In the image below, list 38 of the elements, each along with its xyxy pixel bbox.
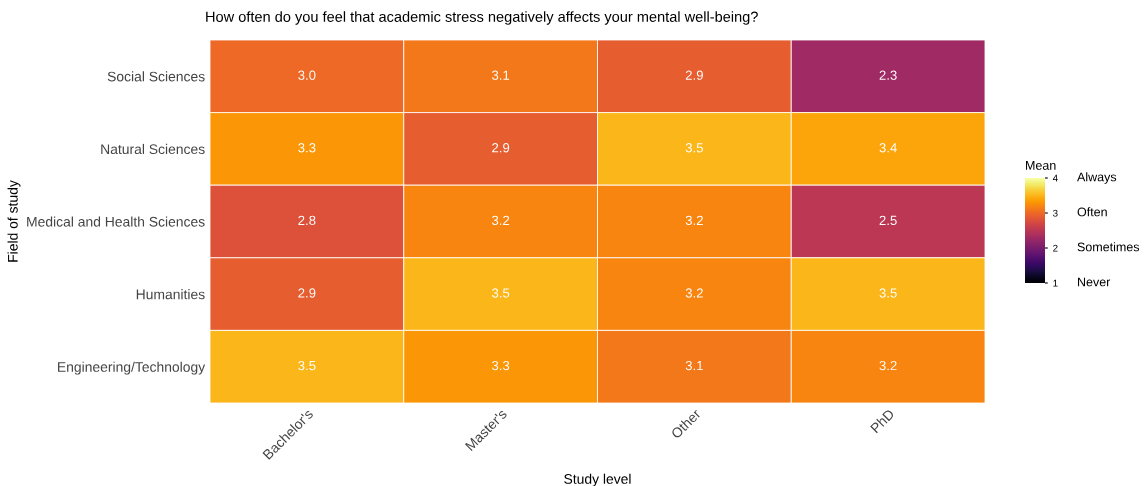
text: Sometimes	[1077, 242, 1140, 252]
data-label: 3.3	[491, 360, 510, 371]
x-axis-title: Study level	[564, 473, 631, 486]
color-bar-label: 2	[1053, 244, 1058, 252]
data-label: 2.9	[298, 288, 316, 298]
y-tick-label: Humanities	[136, 289, 205, 300]
data-label: 3.5	[298, 360, 316, 371]
data-label: 3.0	[298, 70, 316, 80]
text: Often	[1077, 207, 1107, 217]
data-label: 3.2	[879, 360, 897, 371]
y-tick-label: Natural Sciences	[101, 143, 205, 155]
color-bar-label: 4	[1052, 174, 1058, 182]
data-label: 3.2	[685, 288, 703, 298]
data-label: 3.4	[879, 143, 897, 153]
data-label: 2.5	[879, 215, 897, 226]
data-label: 3.1	[491, 70, 510, 80]
data-label: 2.9	[685, 70, 703, 80]
chart-title: How often do you feel that academic stress negatively affects your mental well-being?	[206, 11, 758, 25]
color-bar-label: 3	[1053, 209, 1058, 217]
data-label: 2.9	[492, 143, 510, 153]
y-axis-title: Field of study	[7, 180, 21, 262]
y-tick-label: Engineering/Technology	[58, 361, 206, 375]
data-label: 3.3	[298, 143, 316, 153]
data-label: 3.5	[491, 288, 510, 298]
color-bar-title: Mean	[1026, 161, 1056, 170]
y-tick-label: Medical and Health Sciences	[27, 216, 205, 227]
data-label: 2.8	[298, 215, 316, 226]
data-label: 3.2	[685, 215, 703, 226]
data-label: 3.5	[685, 143, 703, 153]
x-tick-label: PhD	[869, 408, 895, 434]
data-label: 2.3	[879, 70, 897, 80]
text: Always	[1077, 172, 1117, 184]
data-label: 3.2	[491, 215, 510, 226]
text: Never	[1078, 277, 1111, 287]
data-label: 3.5	[879, 288, 897, 298]
y-tick-label: Social Sciences	[107, 71, 205, 82]
color-bar-label: 1	[1053, 279, 1058, 287]
data-label: 3.1	[685, 360, 703, 371]
